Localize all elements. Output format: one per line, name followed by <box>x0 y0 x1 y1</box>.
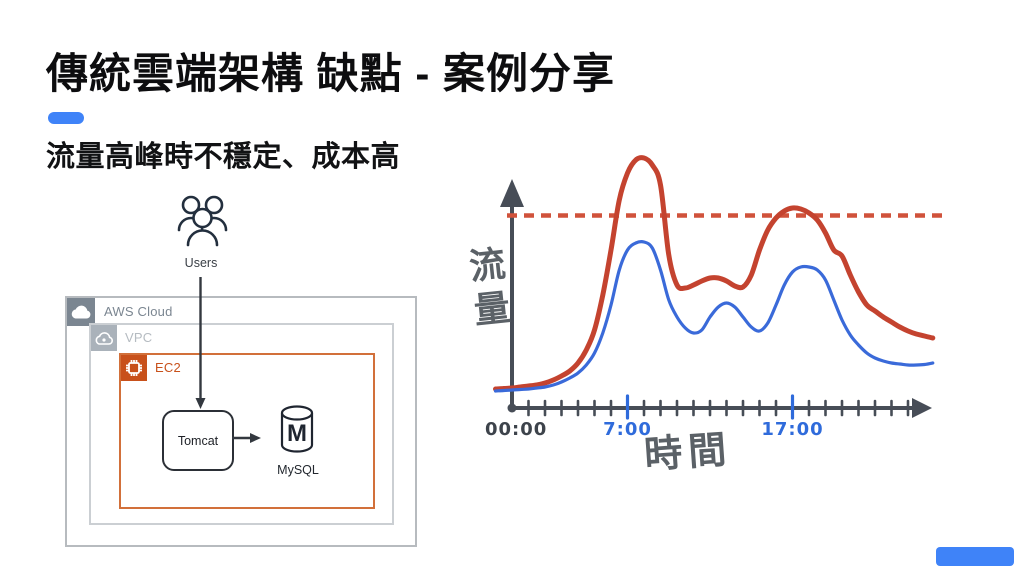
page-title: 傳統雲端架構 缺點 - 案例分享 <box>46 50 615 97</box>
vpc-box: VPC <box>89 323 394 525</box>
red-peak-traffic-curve <box>493 155 936 392</box>
chart-tick-labels: 00:00 7:00 17:00 <box>485 419 823 440</box>
x-axis-arrowhead <box>912 398 932 418</box>
traffic-chart: 00:00 7:00 17:00 <box>485 155 949 440</box>
corner-accent-bar <box>936 547 1014 566</box>
blue-normal-traffic-curve <box>493 240 935 393</box>
tomcat-label: Tomcat <box>177 433 219 448</box>
users-icon <box>177 195 228 247</box>
tomcat-node: Tomcat <box>162 410 234 471</box>
origin-dot <box>507 403 517 413</box>
chart-xlabel: 時間 <box>642 428 734 478</box>
mysql-database-icon: M <box>280 405 314 453</box>
slide-subtitle: 流量高峰時不穩定、成本高 <box>46 141 401 173</box>
x-tick-label-0000: 00:00 <box>485 419 547 440</box>
title-accent-bar <box>48 112 84 124</box>
ec2-icon <box>121 355 147 381</box>
mysql-label: MySQL <box>277 463 319 477</box>
ec2-box: EC2 <box>119 353 375 509</box>
chart-ylabel: 流量 <box>462 244 513 336</box>
aws-cloud-label: AWS Cloud <box>104 304 173 319</box>
vpc-icon <box>91 325 117 351</box>
users-label: Users <box>184 256 218 270</box>
vpc-label: VPC <box>125 330 153 345</box>
aws-cloud-icon <box>67 298 95 326</box>
x-tick-label-700: 7:00 <box>603 419 652 440</box>
mysql-letter: M <box>287 420 307 447</box>
x-tick-label-1700: 17:00 <box>761 419 823 440</box>
ec2-label: EC2 <box>155 360 181 375</box>
chart-ticks <box>527 394 910 420</box>
aws-cloud-box: AWS Cloud <box>65 296 417 547</box>
chart-series <box>493 155 936 393</box>
y-axis-arrowhead <box>500 179 524 207</box>
